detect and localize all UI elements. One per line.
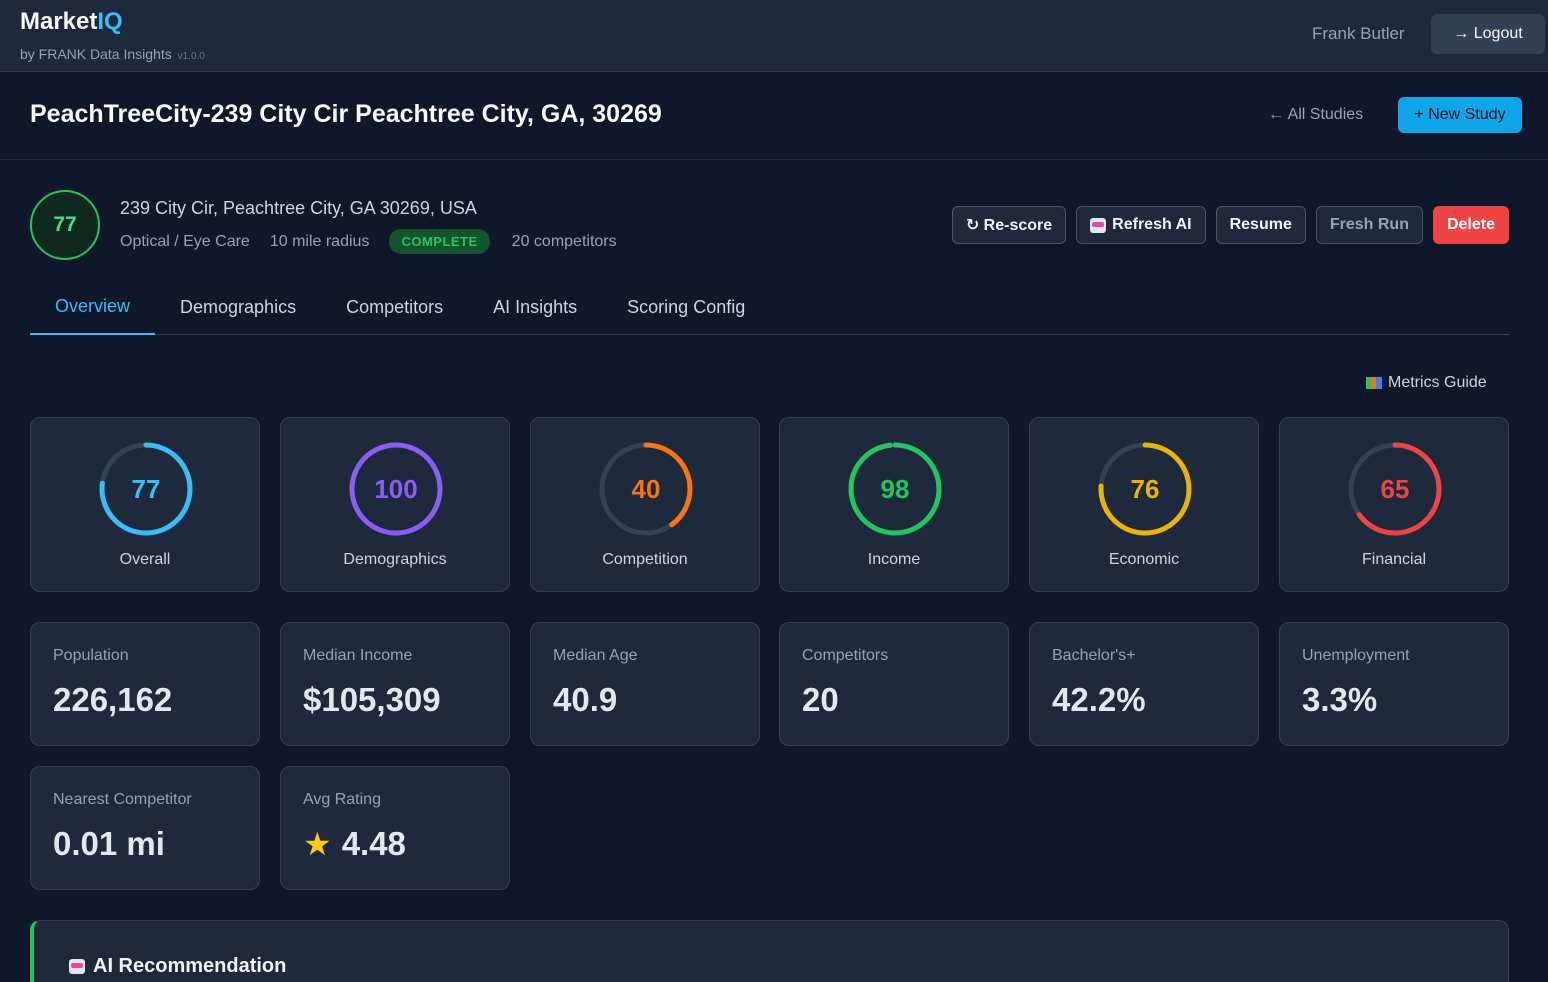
stat-value: 20 (802, 681, 839, 718)
score-card-financial: 65 Financial (1279, 417, 1509, 592)
app-name-accent: IQ (97, 8, 123, 35)
score-label: Economic (1108, 551, 1180, 568)
score-value: 98 (880, 473, 910, 504)
ai-recommendation-title: AI Recommendation (69, 955, 286, 978)
stat-card-competitors: Competitors 20 (779, 622, 1009, 746)
score-label: Income (867, 551, 921, 568)
stat-card-nearest-competitor: Nearest Competitor 0.01 mi (30, 766, 260, 890)
stat-value: 226,162 (53, 681, 173, 718)
study-header: PeachTreeCity-239 City Cir Peachtree Cit… (0, 72, 1548, 160)
new-study-button[interactable]: + New Study (1398, 97, 1522, 133)
page-title: PeachTreeCity-239 City Cir Peachtree Cit… (30, 100, 662, 128)
score-ring: 77 (97, 440, 195, 538)
stat-label: Median Age (553, 647, 638, 664)
tab-scoring-config[interactable]: Scoring Config (627, 297, 746, 317)
score-ring: 65 (1346, 440, 1444, 538)
study-category: Optical / Eye Care (120, 232, 250, 250)
app-name-main: Market (20, 8, 98, 35)
competitor-count: 20 competitors (511, 232, 617, 250)
stat-value-row: ★ 4.48 (303, 825, 406, 863)
score-value: 40 (631, 473, 661, 504)
stat-label: Population (53, 647, 129, 664)
rescore-button[interactable]: ↻ Re-score (951, 206, 1067, 244)
study-address: 239 City Cir, Peachtree City, GA 30269, … (120, 198, 477, 218)
score-card-economic: 76 Economic (1029, 417, 1259, 592)
score-card-competition: 40 Competition (530, 417, 760, 592)
status-badge: COMPLETE (389, 229, 490, 254)
stat-value: 0.01 mi (53, 825, 165, 862)
study-meta: Optical / Eye Care 10 mile radius COMPLE… (120, 229, 617, 254)
all-studies-link[interactable]: ← All Studies (1268, 106, 1364, 123)
score-ring: 40 (597, 440, 695, 538)
metrics-guide-label: Metrics Guide (1388, 374, 1487, 391)
star-icon: ★ (303, 826, 332, 862)
app-subtitle-text: by FRANK Data Insights (20, 46, 172, 62)
refresh-ai-button[interactable]: Refresh AI (1076, 206, 1206, 244)
ai-recommendation-label: AI Recommendation (93, 955, 287, 977)
study-actions: ↻ Re-score Refresh AI Resume Fresh Run D… (951, 206, 1509, 244)
score-label: Financial (1361, 551, 1427, 568)
score-label: Competition (602, 551, 688, 568)
score-card-income: 98 Income (779, 417, 1009, 592)
stat-value: 4.48 (341, 825, 406, 862)
tab-bar: Overview Demographics Competitors AI Ins… (30, 280, 1509, 335)
stat-label: Median Income (303, 647, 413, 664)
stat-card-median-income: Median Income $105,309 (280, 622, 510, 746)
score-label: Demographics (343, 551, 447, 568)
stat-card-population: Population 226,162 (30, 622, 260, 746)
fresh-run-button[interactable]: Fresh Run (1315, 206, 1423, 244)
delete-button[interactable]: Delete (1432, 206, 1509, 244)
user-name: Frank Butler (1312, 24, 1405, 43)
tab-competitors[interactable]: Competitors (346, 297, 444, 317)
stat-card-unemployment: Unemployment 3.3% (1279, 622, 1509, 746)
robot-icon (69, 959, 85, 974)
logout-button[interactable]: → Logout (1431, 14, 1545, 54)
ai-recommendation-card: AI Recommendation (30, 920, 1509, 982)
stat-value: 3.3% (1302, 681, 1378, 718)
top-bar: MarketIQ by FRANK Data Insights v1.0.0 F… (0, 0, 1548, 72)
metrics-guide-link[interactable]: Metrics Guide (1366, 374, 1487, 392)
study-radius: 10 mile radius (269, 232, 370, 250)
stat-label: Unemployment (1302, 647, 1410, 664)
resume-button[interactable]: Resume (1215, 206, 1306, 244)
stat-value: $105,309 (303, 681, 441, 718)
stat-label: Avg Rating (303, 791, 381, 808)
score-ring: 100 (347, 440, 445, 538)
robot-icon (1090, 217, 1107, 233)
app-logo[interactable]: MarketIQ (20, 8, 123, 36)
app-version: v1.0.0 (177, 51, 205, 62)
stat-label: Competitors (802, 647, 889, 664)
tab-overview[interactable]: Overview (30, 280, 156, 335)
stat-label: Nearest Competitor (53, 791, 192, 808)
tab-demographics[interactable]: Demographics (180, 297, 297, 317)
score-label: Overall (119, 551, 171, 568)
score-card-demographics: 100 Demographics (280, 417, 510, 592)
score-value: 77 (131, 473, 161, 504)
score-value: 76 (1130, 473, 1160, 504)
refresh-ai-label: Refresh AI (1112, 216, 1192, 233)
stat-card-median-age: Median Age 40.9 (530, 622, 760, 746)
books-icon (1366, 375, 1382, 391)
stat-card-bachelors: Bachelor's+ 42.2% (1029, 622, 1259, 746)
overall-score-badge: 77 (30, 190, 100, 260)
stat-value: 42.2% (1052, 681, 1146, 718)
score-value: 100 (374, 473, 418, 504)
score-value: 65 (1380, 473, 1410, 504)
stat-value: 40.9 (553, 681, 618, 718)
score-card-overall: 77 Overall (30, 417, 260, 592)
tab-ai-insights[interactable]: AI Insights (493, 297, 578, 317)
stat-card-avg-rating: Avg Rating ★ 4.48 (280, 766, 510, 890)
score-ring: 98 (846, 440, 944, 538)
stat-label: Bachelor's+ (1052, 647, 1136, 664)
app-subtitle: by FRANK Data Insights v1.0.0 (20, 46, 205, 62)
rescore-label: ↻ Re-score (965, 217, 1053, 234)
score-ring: 76 (1096, 440, 1194, 538)
